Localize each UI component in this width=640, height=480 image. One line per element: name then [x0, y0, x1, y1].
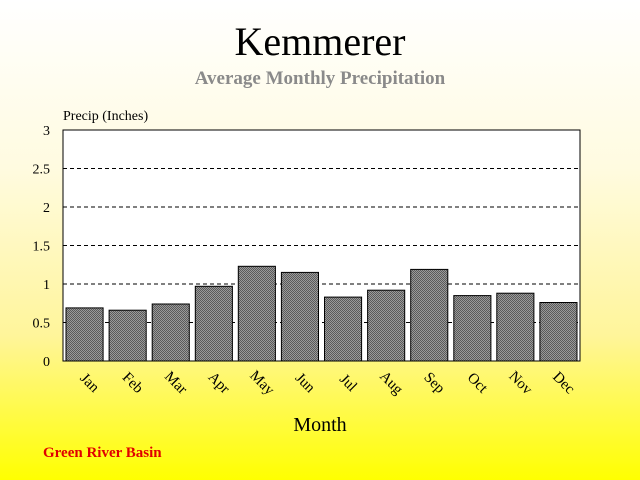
bar-jul — [324, 296, 363, 362]
x-tick-label: Jul — [336, 371, 360, 395]
x-tick-label: Feb — [119, 370, 146, 397]
x-axis-label: Month — [293, 414, 347, 436]
chart-title: Kemmerer — [234, 19, 406, 64]
y-tick-label: 2 — [43, 201, 50, 216]
x-tick-label: Jan — [77, 370, 103, 396]
bar-sep — [410, 268, 449, 362]
y-tick-label: 2.5 — [33, 163, 51, 178]
y-tick-label: 0.5 — [33, 317, 51, 332]
bar-jan — [65, 307, 104, 362]
x-tick-label: Apr — [205, 369, 233, 397]
x-tick-labels: Jan Feb Mar Apr May Jun Jul Aug Sep Oct Nov Dec — [77, 368, 578, 399]
footer-label: Green River Basin — [43, 445, 162, 461]
x-tick-label: Nov — [505, 368, 535, 398]
bar-nov — [496, 292, 535, 362]
bar-jun — [280, 271, 319, 362]
x-tick-label: Sep — [420, 370, 447, 397]
x-tick-label: May — [246, 368, 277, 399]
y-tick-label: 3 — [43, 124, 50, 139]
bar-dec — [539, 302, 578, 362]
bar-feb — [108, 309, 147, 362]
x-tick-label: Oct — [464, 370, 491, 397]
x-tick-label: Jun — [292, 370, 318, 396]
bar-may — [237, 265, 276, 362]
bar-aug — [367, 289, 406, 362]
bar-oct — [453, 295, 492, 362]
y-tick-labels: 0 0.5 1 1.5 2 2.5 3 — [33, 124, 51, 370]
x-tick-label: Mar — [161, 369, 190, 398]
x-tick-label: Dec — [549, 369, 578, 398]
bar-mar — [151, 303, 190, 362]
y-tick-label: 0 — [43, 355, 50, 370]
chart-subtitle: Average Monthly Precipitation — [194, 68, 446, 89]
y-axis-label: Precip (Inches) — [63, 109, 149, 124]
bars — [65, 265, 578, 362]
x-tick-label: Aug — [376, 368, 406, 398]
y-tick-label: 1.5 — [33, 240, 51, 255]
gridlines — [63, 168, 580, 323]
bar-apr — [194, 285, 233, 362]
y-tick-label: 1 — [43, 278, 50, 293]
